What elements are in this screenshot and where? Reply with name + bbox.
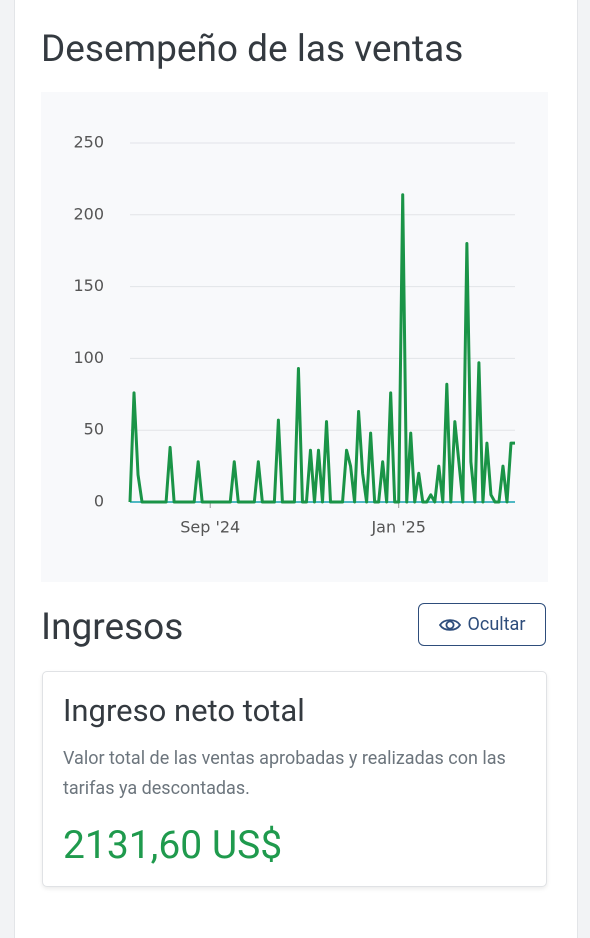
page-title: Desempeño de las ventas: [41, 28, 464, 71]
amount: 2131,60 US$: [63, 822, 283, 868]
x-tick-label: Jan '25: [370, 518, 426, 537]
card-description: Valor total de las ventas aprobadas y re…: [63, 748, 506, 799]
eye-icon: [438, 618, 461, 631]
card: Ingreso neto total Valor total de las ve…: [42, 671, 547, 887]
card-title: Ingreso neto total: [63, 692, 305, 729]
y-tick-label: 50: [84, 420, 104, 439]
y-tick-label: 150: [73, 276, 104, 295]
y-tick-label: 200: [73, 204, 104, 223]
y-tick-label: 100: [73, 348, 104, 367]
sales-line: [128, 193, 515, 504]
x-tick-label: Sep '24: [180, 518, 240, 537]
chart: 0 50 100 150 200 250 Sep '24 Jan '25: [73, 133, 515, 537]
section-title: Ingresos: [41, 606, 184, 649]
y-tick-label: 0: [94, 492, 104, 511]
button-label: Ocultar: [467, 614, 526, 635]
chart-container: 0 50 100 150 200 250 Sep '24 Jan '25: [41, 92, 548, 582]
hide-button[interactable]: Ocultar: [418, 603, 546, 646]
y-tick-label: 250: [73, 133, 104, 152]
